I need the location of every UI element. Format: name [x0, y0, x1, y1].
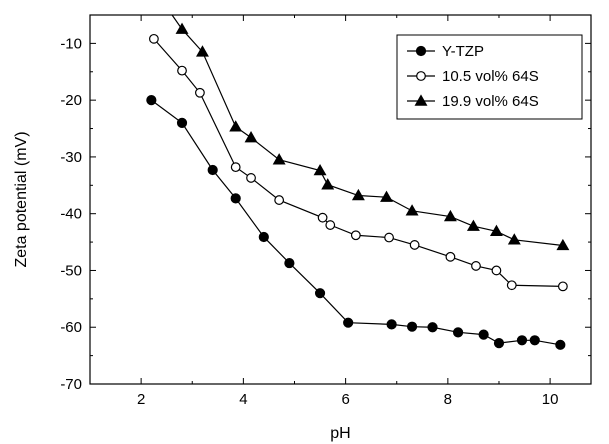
data-point: [405, 204, 419, 216]
data-point: [149, 33, 159, 44]
data-point: [230, 193, 241, 204]
plot-border: [89, 14, 592, 385]
legend-label: 19.9 vol% 64S: [442, 93, 539, 110]
data-point: [230, 162, 241, 173]
data-point: [317, 212, 328, 223]
data-point: [529, 335, 540, 346]
y-tick-label: -30: [60, 149, 82, 166]
data-point: [246, 173, 256, 183]
data-point: [386, 319, 397, 330]
series-1: [146, 95, 566, 350]
x-axis-title: pH: [330, 425, 350, 442]
data-point: [321, 178, 335, 190]
x-tick-label: 10: [542, 391, 559, 408]
data-point: [350, 230, 361, 241]
data-point: [284, 257, 295, 269]
y-tick-label: -60: [60, 319, 82, 336]
x-tick-label: 8: [444, 391, 452, 408]
data-point: [384, 232, 394, 243]
data-point: [557, 281, 568, 292]
data-point: [409, 240, 420, 250]
data-point: [466, 219, 480, 231]
series-line: [150, 99, 561, 346]
data-point: [445, 251, 456, 262]
legend-label: Y-TZP: [442, 43, 484, 60]
tick-labels: 2 4 6 8 10 -70 -60 -50 -40 -30 -20 -10: [60, 35, 558, 408]
data-point: [272, 153, 286, 165]
y-tick-label: -10: [60, 35, 82, 52]
x-tick-label: 6: [341, 391, 349, 408]
data-point: [471, 261, 481, 271]
y-axis-title: Zeta potential (mV): [13, 131, 30, 267]
data-point: [493, 338, 505, 349]
legend-marker: [414, 94, 428, 106]
series-line: [153, 38, 563, 287]
data-point: [343, 317, 354, 328]
series-line: [171, 15, 563, 247]
data-point: [195, 87, 205, 98]
series-2: [149, 33, 568, 292]
data-point: [258, 231, 269, 243]
y-tick-label: -40: [60, 206, 82, 223]
data-point: [507, 233, 521, 245]
legend-marker: [416, 71, 426, 81]
data-point: [207, 164, 218, 176]
data-point: [351, 188, 365, 201]
data-point: [325, 220, 336, 230]
data-point: [177, 65, 187, 76]
y-tick-label: -20: [60, 92, 82, 109]
legend-marker: [415, 45, 427, 57]
data-point: [489, 224, 503, 236]
y-tick-label: -50: [60, 262, 82, 279]
data-point: [506, 280, 517, 291]
x-tick-label: 2: [137, 391, 145, 408]
data-point: [380, 190, 393, 202]
data-point: [146, 95, 157, 106]
data-point: [313, 163, 327, 176]
data-point: [556, 238, 570, 251]
series-layer: [146, 15, 570, 350]
data-point: [406, 321, 418, 332]
legend-item: 19.9 vol% 64S: [407, 93, 539, 110]
data-point: [244, 131, 258, 143]
data-point: [176, 117, 188, 128]
data-point: [314, 288, 326, 299]
data-point: [516, 335, 528, 346]
legend-item: 10.5 vol% 64S: [407, 68, 539, 85]
legend-item: Y-TZP: [407, 43, 484, 60]
data-point: [452, 327, 464, 338]
data-point: [196, 45, 209, 57]
plot-frame: [89, 14, 592, 385]
legend: Y-TZP 10.5 vol% 64S 19.9 vol% 64S: [396, 34, 583, 120]
legend-label: 10.5 vol% 64S: [442, 68, 539, 85]
data-point: [555, 339, 566, 350]
y-tick-label: -70: [60, 376, 82, 393]
data-point: [175, 22, 189, 34]
data-point: [229, 120, 243, 132]
data-point: [491, 265, 502, 276]
data-point: [274, 195, 285, 205]
data-point: [443, 209, 457, 222]
x-tick-label: 4: [239, 391, 247, 408]
data-point: [478, 329, 489, 340]
series-3: [171, 15, 570, 251]
data-point: [427, 322, 438, 333]
legend-box: [396, 34, 583, 120]
